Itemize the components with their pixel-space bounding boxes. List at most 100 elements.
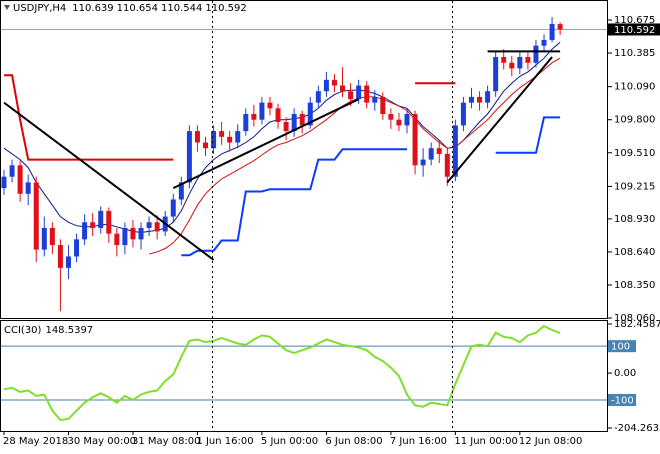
title-icon <box>4 5 10 10</box>
candle-body <box>420 159 426 166</box>
candle-body <box>146 222 152 228</box>
candle-body <box>194 131 200 143</box>
x-tick-label: 31 May 08:00 <box>132 436 201 447</box>
candle-body <box>90 222 96 228</box>
y-tick-label: 108.060 <box>614 313 655 324</box>
candle-body <box>283 121 289 132</box>
candle-body <box>388 114 394 120</box>
indicator-line <box>181 116 561 257</box>
candle-body <box>396 119 402 126</box>
symbol: USDJPY,H4 <box>13 3 66 14</box>
candle-body <box>485 91 491 103</box>
trendline <box>172 98 360 189</box>
candle-body <box>444 153 450 177</box>
candle-body <box>203 142 208 149</box>
cci-level-label: -100 <box>611 395 634 406</box>
cci-name: CCI(30) <box>4 325 42 336</box>
main-panel-frame <box>0 0 608 319</box>
candle-body <box>501 57 507 63</box>
candle-body <box>122 227 128 246</box>
candle-body <box>428 148 434 160</box>
candle-body <box>65 256 71 268</box>
candle-body <box>348 91 354 100</box>
candle-body <box>340 85 346 92</box>
candle-body <box>33 182 39 250</box>
y-tick-label: 110.090 <box>614 82 655 93</box>
cci-tick-label: 182.4587 <box>614 319 660 330</box>
candle-body <box>364 85 370 103</box>
candle-body <box>404 114 410 126</box>
y-tick-label: 110.675 <box>614 15 655 26</box>
x-tick-label: 11 Jun 00:00 <box>454 436 518 447</box>
candle-body <box>186 131 192 183</box>
candle-body <box>557 24 563 30</box>
last-open: 110.639 <box>72 3 113 14</box>
indicator-line <box>4 74 456 161</box>
indicator-line <box>148 57 561 255</box>
candle-body <box>477 96 483 103</box>
candle-body <box>307 102 313 126</box>
candle-body <box>98 210 104 228</box>
candle-body <box>267 102 273 109</box>
candle-body <box>25 182 31 194</box>
candle-body <box>525 57 531 63</box>
cci-tick-label: 0.00 <box>614 368 636 379</box>
candle-body <box>291 114 297 132</box>
y-tick-label: 109.215 <box>614 181 655 192</box>
candle-body <box>493 57 499 92</box>
candle-body <box>509 62 515 69</box>
candle-body <box>130 227 136 240</box>
y-tick-label: 108.350 <box>614 280 655 291</box>
candle-body <box>533 45 539 63</box>
candle-body <box>114 233 120 246</box>
candle-body <box>412 114 418 166</box>
candle-body <box>170 199 176 217</box>
candle-body <box>106 210 112 234</box>
y-tick-label: 110.385 <box>614 48 655 59</box>
x-tick-label: 1 Jun 16:00 <box>196 436 253 447</box>
candle-body <box>82 222 88 240</box>
candle-body <box>74 239 80 257</box>
candle-body <box>178 182 184 200</box>
last-low: 110.544 <box>161 3 202 14</box>
y-tick-label: 108.930 <box>614 214 655 225</box>
candle-body <box>436 148 442 154</box>
x-tick-label: 5 Jun 00:00 <box>261 436 318 447</box>
main-title: USDJPY,H4 110.639 110.654 110.544 110.592 <box>13 3 247 14</box>
candle-body <box>517 57 523 69</box>
candle-body <box>299 114 305 126</box>
trendline <box>446 56 553 184</box>
candle-body <box>138 227 144 240</box>
candle-body <box>331 79 337 86</box>
candle-body <box>1 176 7 189</box>
candle-body <box>211 131 217 149</box>
candle-body <box>227 136 233 143</box>
candle-body <box>549 23 555 40</box>
candle-body <box>452 125 458 177</box>
cci-level-box <box>608 393 636 406</box>
candle-body <box>468 96 474 103</box>
plot-layer <box>1 17 607 422</box>
candle-body <box>460 102 466 126</box>
y-tick-label: 109.510 <box>614 148 655 159</box>
candle-body <box>259 102 265 120</box>
candle-body <box>275 108 281 122</box>
x-tick-label: 6 Jun 08:00 <box>325 436 382 447</box>
x-tick-label: 28 May 2018 <box>3 436 68 447</box>
candle-body <box>41 227 47 250</box>
indicator-line <box>3 41 561 234</box>
candle-body <box>49 227 55 246</box>
candle-body <box>541 39 547 46</box>
candle-body <box>372 96 378 103</box>
price-box <box>608 23 660 36</box>
y-tick-label: 109.800 <box>614 115 655 126</box>
price-box-label: 110.592 <box>614 25 655 36</box>
candle-body <box>243 114 249 132</box>
candle-body <box>154 222 160 232</box>
candle-body <box>17 165 23 194</box>
candle-body <box>57 245 63 268</box>
cci-level-label: 100 <box>611 342 630 353</box>
y-tick-label: 108.640 <box>614 247 655 258</box>
